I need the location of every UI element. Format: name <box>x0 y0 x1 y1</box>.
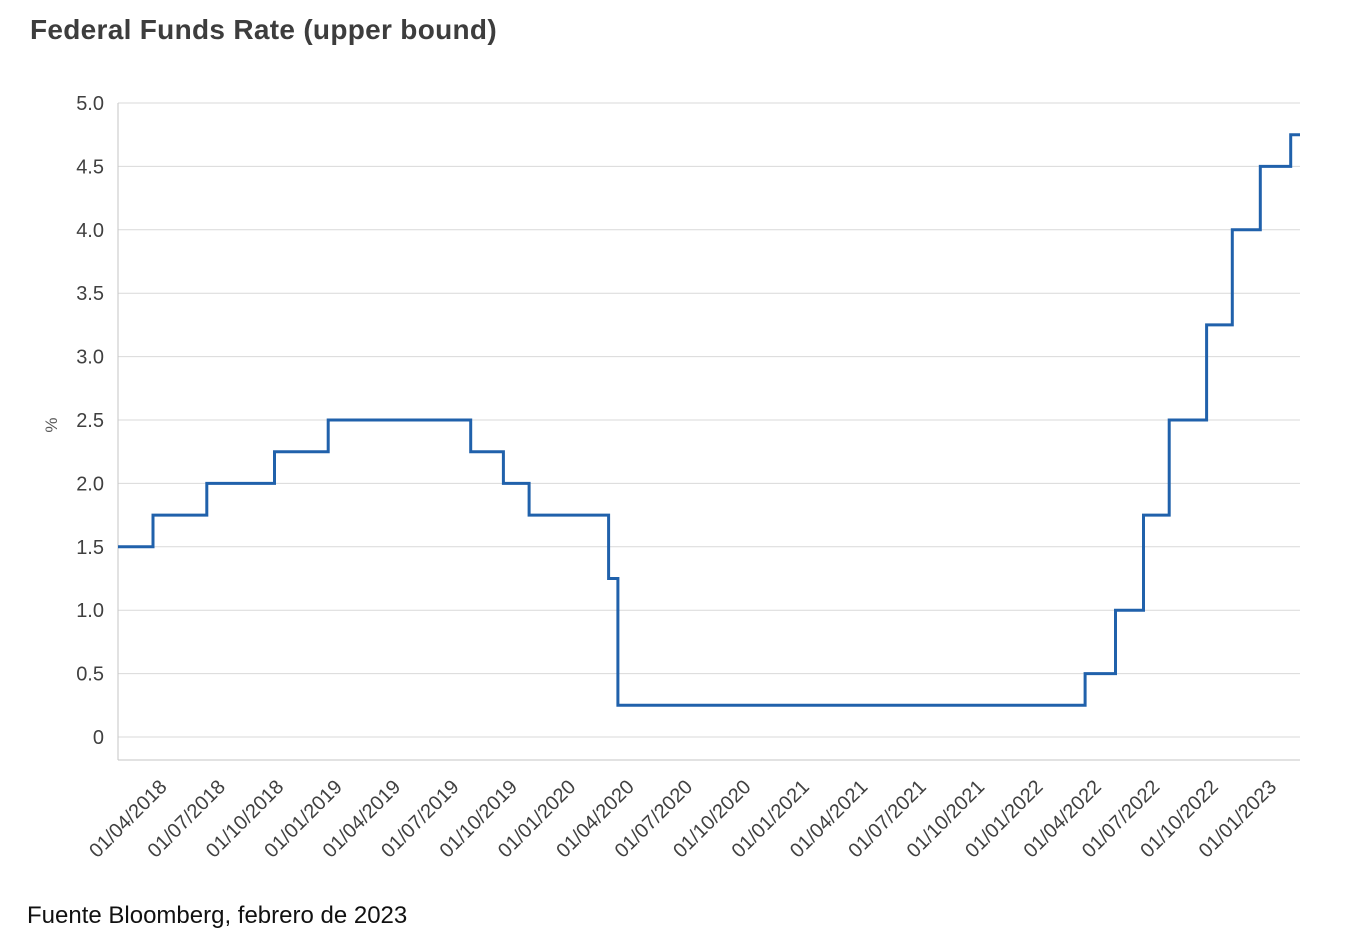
chart-title: Federal Funds Rate (upper bound) <box>30 14 497 45</box>
y-tick-label: 1.0 <box>76 600 104 622</box>
y-tick-label: 2.0 <box>76 473 104 495</box>
y-tick-label: 2.5 <box>76 410 104 432</box>
y-tick-label: 0.5 <box>76 664 104 686</box>
y-tick-label: 5.0 <box>76 93 104 115</box>
rate-step-line <box>118 133 1300 707</box>
y-tick-label: 3.5 <box>76 283 104 305</box>
y-tick-label: 4.0 <box>76 220 104 242</box>
source-note: Fuente Bloomberg, febrero de 2023 <box>27 902 408 929</box>
y-tick-label: 0 <box>93 727 104 749</box>
y-tick-label: 3.0 <box>76 347 104 369</box>
y-tick-label: 4.5 <box>76 156 104 178</box>
y-tick-label: 1.5 <box>76 537 104 559</box>
y-axis-title: % <box>42 417 61 432</box>
